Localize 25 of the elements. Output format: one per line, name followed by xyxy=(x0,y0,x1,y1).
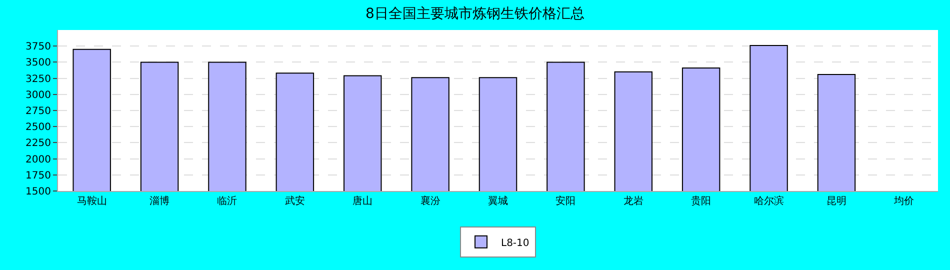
y-tick-label: 1750 xyxy=(26,170,51,182)
x-tick-label: 马鞍山 xyxy=(76,195,107,207)
x-tick-label: 安阳 xyxy=(556,195,576,207)
x-tick-label: 哈尔滨 xyxy=(754,195,784,207)
x-tick-label: 武安 xyxy=(284,195,305,207)
x-tick-label: 襄汾 xyxy=(420,195,440,207)
y-tick-label: 2250 xyxy=(26,138,51,150)
x-tick-label: 均价 xyxy=(893,195,914,207)
x-tick-label: 唐山 xyxy=(352,195,373,207)
x-tick-label: 贵阳 xyxy=(691,195,712,207)
y-tick-label: 3750 xyxy=(26,42,51,53)
y-tick-label: 2750 xyxy=(26,106,51,117)
x-tick-label: 翼城 xyxy=(488,195,508,207)
x-tick-label: 临沂 xyxy=(217,195,238,207)
x-tick-label: 龙岩 xyxy=(623,195,644,207)
legend-label: L8-10 xyxy=(501,238,530,249)
y-tick-label: 3250 xyxy=(26,74,51,85)
y-tick-label: 1500 xyxy=(26,186,51,198)
y-tick-label: 3500 xyxy=(26,58,51,69)
chart-title: 8日全国主要城市炼钢生铁价格汇总 xyxy=(366,6,584,22)
y-tick-label: 3000 xyxy=(26,90,51,101)
y-tick-label: 2500 xyxy=(26,122,51,134)
x-tick-label: 昆明 xyxy=(826,196,846,207)
y-tick-label: 2000 xyxy=(26,154,51,166)
x-tick-label: 淄博 xyxy=(150,195,170,207)
